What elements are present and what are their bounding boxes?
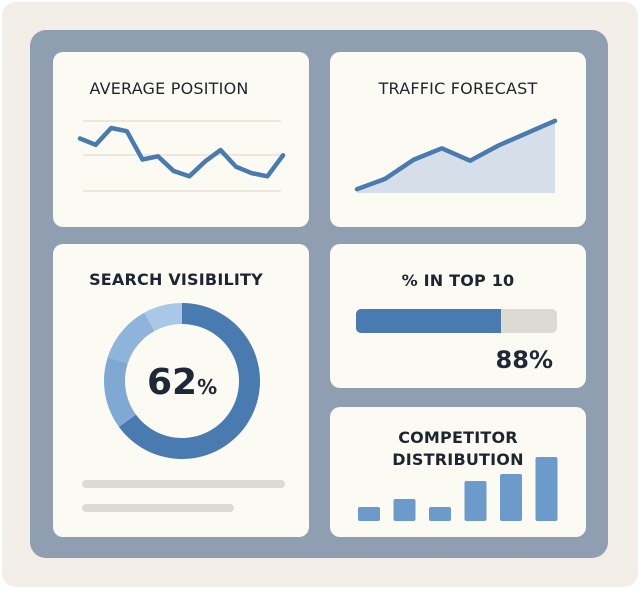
search-visibility-donut: [104, 303, 261, 459]
title-line: DISTRIBUTION: [392, 450, 524, 469]
bar: [535, 457, 558, 521]
panel-title: COMPETITOR DISTRIBUTION: [330, 427, 586, 471]
bar: [429, 507, 451, 521]
bar: [358, 507, 380, 521]
top-10-panel: % IN TOP 10 88%: [330, 244, 586, 388]
average-position-chart: [77, 120, 286, 192]
placeholder-line: [82, 480, 285, 488]
progress-track: [356, 309, 557, 333]
donut-center-label: 62%: [147, 362, 217, 403]
progress-value: 88%: [495, 346, 553, 374]
bar: [393, 499, 416, 521]
traffic-forecast-chart: [354, 118, 558, 193]
placeholder-line: [82, 504, 234, 512]
donut-slice: [144, 303, 182, 332]
donut-slice: [118, 303, 261, 459]
panel-title: % IN TOP 10: [401, 271, 515, 290]
donut-unit: %: [197, 375, 218, 399]
series-line: [77, 125, 286, 179]
panel-title: TRAFFIC FORECAST: [378, 79, 538, 98]
search-visibility-panel: SEARCH VISIBILITY 62%: [53, 244, 309, 537]
series-line: [354, 118, 558, 192]
competitor-bar-chart: [358, 457, 558, 521]
panel-title: SEARCH VISIBILITY: [89, 270, 263, 289]
donut-value: 62: [147, 362, 198, 403]
bar: [500, 474, 522, 521]
traffic-forecast-panel: TRAFFIC FORECAST: [330, 52, 586, 227]
donut-slice: [107, 312, 155, 364]
progress-fill: [356, 309, 501, 333]
title-line: COMPETITOR: [398, 428, 518, 447]
donut-slice: [104, 356, 136, 427]
panel-title: AVERAGE POSITION: [89, 79, 249, 98]
bar: [464, 481, 487, 521]
competitor-distribution-panel: COMPETITOR DISTRIBUTION: [330, 407, 586, 537]
average-position-panel: AVERAGE POSITION: [53, 52, 309, 227]
